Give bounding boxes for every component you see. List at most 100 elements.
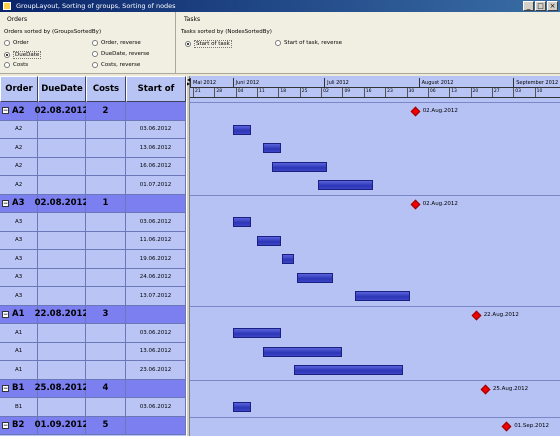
radio-dot-icon[interactable]	[4, 52, 10, 58]
node-row[interactable]: A2 03.06.2012	[0, 120, 186, 139]
header-costs[interactable]: Costs	[86, 76, 126, 102]
group-row[interactable]: − B1 25.08.2012 4	[0, 379, 186, 398]
node-row[interactable]: A1 23.06.2012	[0, 361, 186, 380]
radio-dot-icon[interactable]	[92, 51, 98, 57]
node-name-cell: A2	[0, 176, 38, 195]
node-row[interactable]: A3 24.06.2012	[0, 268, 186, 287]
node-name-cell: A3	[0, 231, 38, 250]
orders-radio-order-reverse[interactable]: Order, reverse	[92, 40, 141, 46]
task-bar[interactable]	[232, 328, 282, 338]
node-row[interactable]: A1 03.06.2012	[0, 324, 186, 343]
task-bar[interactable]	[296, 272, 334, 283]
group-band	[190, 305, 560, 307]
order-table: Order DueDate Costs Start of task −A202.…	[0, 76, 186, 436]
orders-radio-duedate[interactable]: DueDate	[4, 51, 42, 59]
radio-dot-icon[interactable]	[4, 62, 10, 68]
group-order-cell[interactable]: − A2	[0, 102, 38, 121]
node-row[interactable]: A2 13.06.2012	[0, 139, 186, 158]
month-label: August 2012	[418, 78, 453, 88]
radio-label: Order, reverse	[101, 40, 141, 46]
node-duedate-cell	[38, 250, 86, 269]
task-bar[interactable]	[232, 124, 251, 135]
task-bar[interactable]	[257, 235, 282, 246]
group-row[interactable]: − B2 01.09.2012 5	[0, 416, 186, 435]
maximize-button[interactable]: □	[535, 1, 546, 11]
day-label: 28	[214, 88, 222, 97]
node-row[interactable]: A1 13.06.2012	[0, 342, 186, 361]
node-duedate-cell	[38, 176, 86, 195]
collapse-icon[interactable]: −	[2, 107, 9, 115]
milestone-diamond-icon[interactable]	[410, 199, 421, 209]
node-row[interactable]: A3 13.07.2012	[0, 287, 186, 306]
radio-dot-icon[interactable]	[275, 40, 281, 46]
task-bar[interactable]	[263, 143, 282, 153]
radio-label: Start of task	[194, 40, 232, 48]
collapse-icon[interactable]: −	[2, 199, 9, 207]
gantt-chart[interactable]: Mai 2012 Juni 2012 Juli 2012 August 2012 Sep…	[190, 76, 560, 436]
node-start-cell: 03.06.2012	[126, 324, 186, 343]
group-order: B1	[12, 383, 25, 394]
group-order-cell[interactable]: − B1	[0, 379, 38, 398]
orders-radio-costs-reverse[interactable]: Costs, reverse	[92, 62, 140, 68]
node-start-cell: 23.06.2012	[126, 361, 186, 380]
node-name-cell: A3	[0, 250, 38, 269]
node-row[interactable]: A3 11.06.2012	[0, 231, 186, 250]
splitter[interactable]: ◀ ▶	[186, 76, 190, 436]
group-order-cell[interactable]: − B2	[0, 416, 38, 435]
orders-radio-duedate-reverse[interactable]: DueDate, reverse	[92, 51, 149, 57]
header-duedate[interactable]: DueDate	[38, 76, 86, 102]
group-row[interactable]: − A2 02.08.2012 2	[0, 102, 186, 121]
node-costs-cell	[86, 287, 126, 306]
tasks-radio-start-of-task[interactable]: Start of task	[185, 40, 232, 48]
group-order-cell[interactable]: − A1	[0, 305, 38, 324]
header-start-of-task[interactable]: Start of task	[126, 76, 186, 118]
group-row[interactable]: − A1 22.08.2012 3	[0, 305, 186, 324]
task-bar[interactable]	[318, 180, 373, 190]
group-start-cell	[126, 102, 186, 121]
node-costs-cell	[86, 120, 126, 139]
radio-dot-icon[interactable]	[185, 41, 191, 47]
task-bar[interactable]	[272, 161, 328, 172]
milestone-diamond-icon[interactable]	[410, 106, 421, 117]
header-order[interactable]: Order	[0, 76, 38, 102]
radio-dot-icon[interactable]	[4, 40, 10, 46]
milestone-diamond-icon[interactable]	[501, 421, 512, 431]
orders-radio-order[interactable]: Order	[4, 40, 29, 46]
node-row[interactable]: A3 19.06.2012	[0, 250, 186, 269]
task-bar[interactable]	[263, 346, 343, 357]
collapse-icon[interactable]: −	[2, 384, 9, 392]
tasks-radio-start-of-task-reverse[interactable]: Start of task, reverse	[275, 40, 342, 46]
milestone-label: 01.Sep.2012	[514, 422, 550, 429]
collapse-icon[interactable]: −	[2, 421, 9, 429]
node-duedate-cell	[38, 120, 86, 139]
node-row[interactable]: A3 03.06.2012	[0, 213, 186, 232]
task-bar[interactable]	[232, 402, 251, 412]
task-bar[interactable]	[232, 217, 251, 227]
node-start-cell: 16.06.2012	[126, 157, 186, 176]
node-costs-cell	[86, 268, 126, 287]
splitter-arrow-icon[interactable]: ◀ ▶	[187, 77, 191, 86]
orders-radio-costs[interactable]: Costs	[4, 62, 28, 68]
node-row[interactable]: B1 03.06.2012	[0, 398, 186, 417]
radio-dot-icon[interactable]	[92, 62, 98, 68]
group-order-cell[interactable]: − A3	[0, 194, 38, 213]
day-label: 23	[385, 88, 393, 97]
node-start-cell: 13.06.2012	[126, 139, 186, 158]
minimize-button[interactable]: _	[523, 1, 534, 11]
group-row[interactable]: − A3 02.08.2012 1	[0, 194, 186, 213]
task-bar[interactable]	[281, 254, 294, 264]
node-name-cell: A3	[0, 268, 38, 287]
node-duedate-cell	[38, 139, 86, 158]
task-bar[interactable]	[354, 291, 410, 301]
collapse-icon[interactable]: −	[2, 310, 9, 318]
app-icon	[3, 2, 11, 10]
milestone-diamond-icon[interactable]	[471, 310, 482, 320]
close-button[interactable]: ×	[547, 1, 558, 11]
milestone-diamond-icon[interactable]	[480, 384, 491, 394]
task-bar[interactable]	[293, 365, 404, 375]
group-costs-cell: 4	[86, 379, 126, 398]
radio-dot-icon[interactable]	[92, 40, 98, 46]
node-row[interactable]: A2 01.07.2012	[0, 176, 186, 195]
node-row[interactable]: A2 16.06.2012	[0, 157, 186, 176]
group-start-cell	[126, 305, 186, 324]
